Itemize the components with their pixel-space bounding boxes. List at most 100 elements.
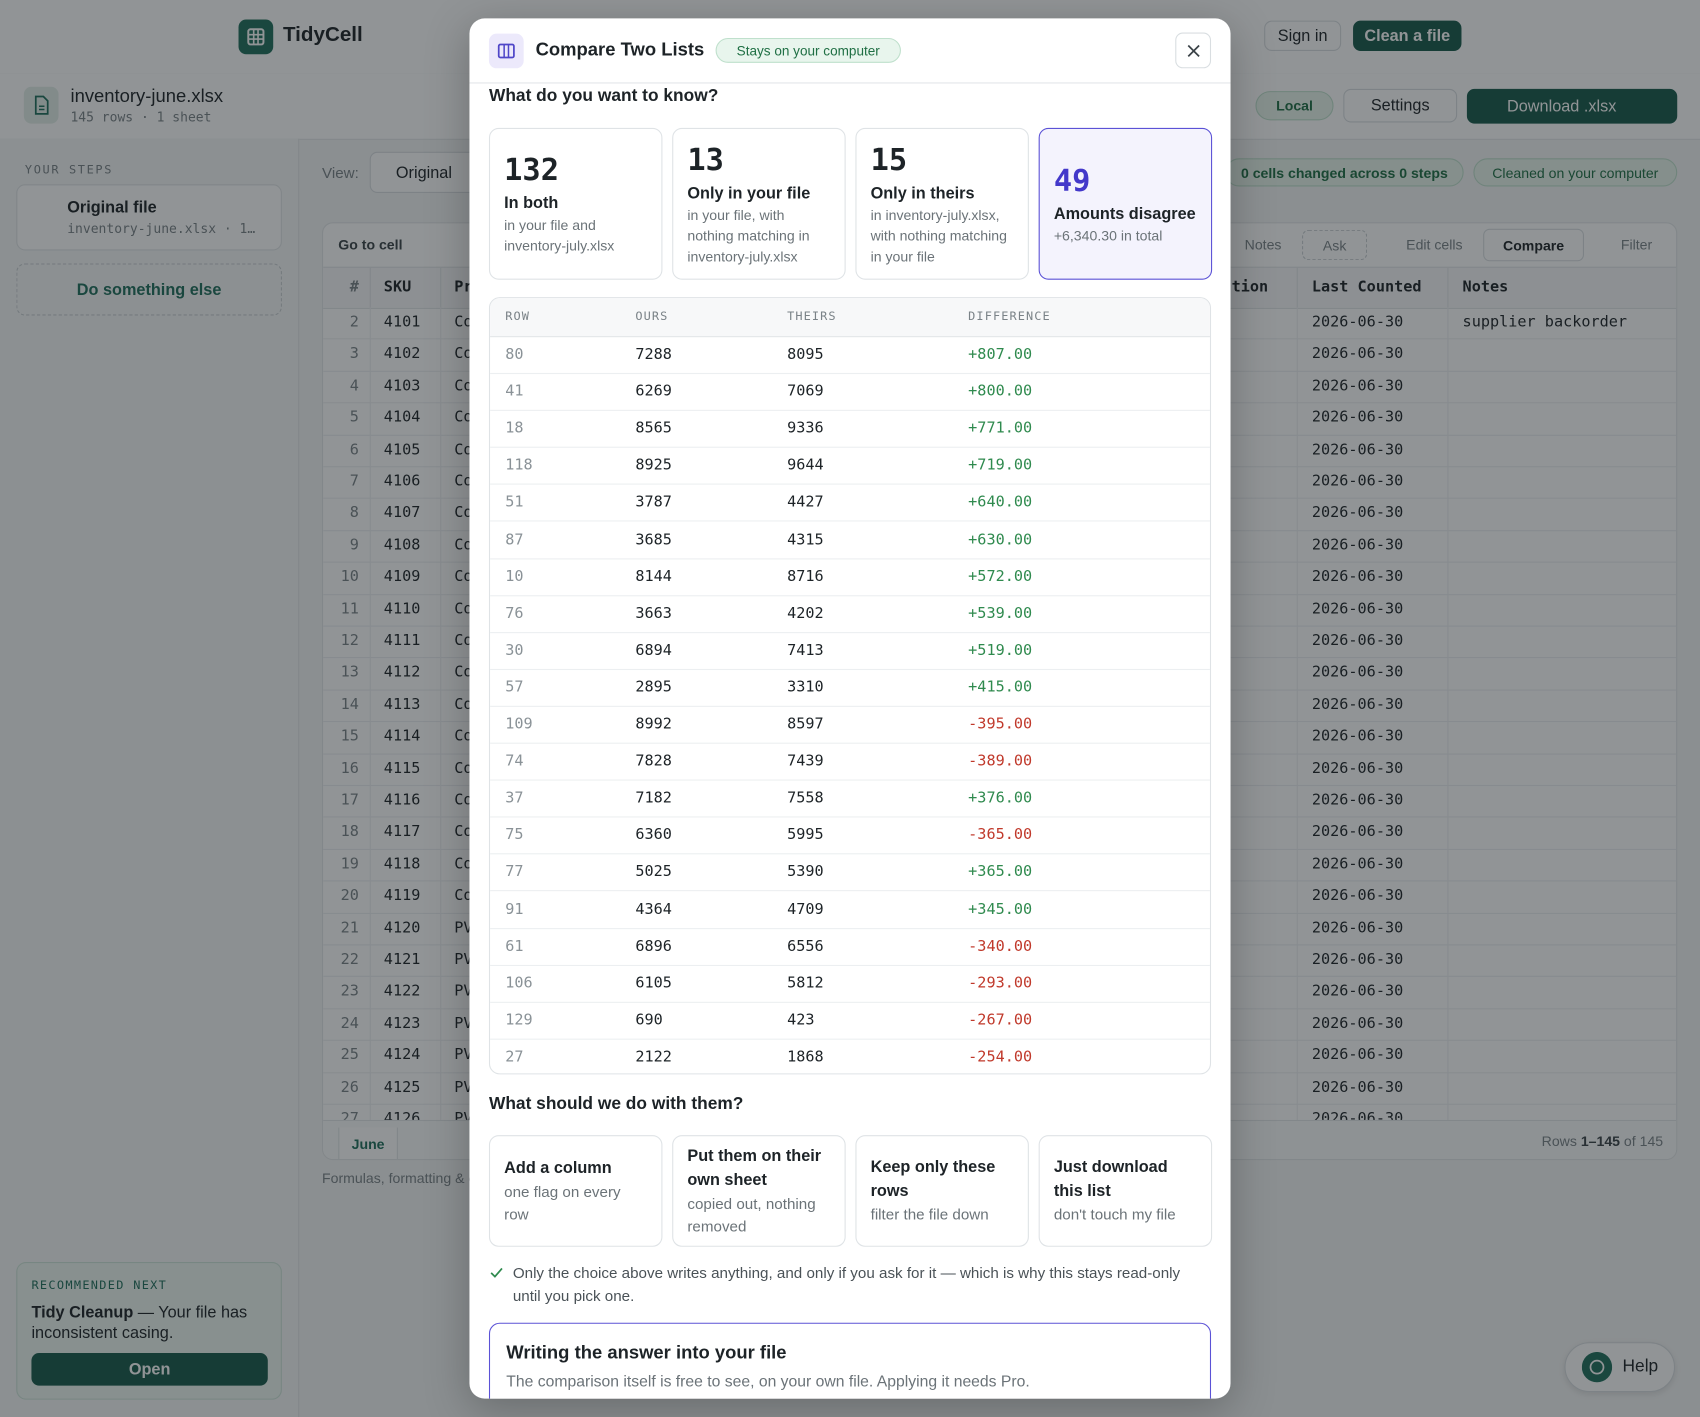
row-number: 6 xyxy=(349,440,359,459)
download-button[interactable]: Download .xlsx xyxy=(1466,88,1678,124)
ours: 3787 xyxy=(635,493,672,512)
summary-card[interactable]: 15 Only in theirs in inventory-july.xlsx, … xyxy=(855,127,1029,280)
pro-title: Writing the answer into your file xyxy=(506,1342,787,1363)
card-title: Amounts disagree xyxy=(1053,204,1196,223)
last-counted: 2026-06-30 xyxy=(1311,759,1404,777)
compare-tool[interactable]: Compare xyxy=(1483,228,1584,262)
option-card[interactable]: Add a column one flag on every row xyxy=(488,1135,663,1247)
col-divider xyxy=(440,561,442,594)
col-divider xyxy=(1447,721,1449,754)
cleaned-text: Cleaned on your computer xyxy=(1492,164,1659,181)
notes-tool[interactable]: Notes xyxy=(1244,236,1282,253)
product: PV xyxy=(454,1014,473,1032)
option-card[interactable]: Just download this list don't touch my fi… xyxy=(1038,1135,1213,1247)
recommend-text: Tidy Cleanup — Your file has inconsisten… xyxy=(31,1302,270,1343)
sidebar: YOUR STEPS Original file inventory-june.… xyxy=(0,138,300,1417)
column-header: Pr xyxy=(454,278,473,296)
difference: +519.00 xyxy=(968,641,1033,659)
option-card[interactable]: Keep only these rows filter the file down xyxy=(855,1135,1029,1247)
diff-column: THEIRS xyxy=(787,308,837,324)
col-divider xyxy=(1447,1103,1449,1120)
sign-in-button[interactable]: Sign in xyxy=(1264,20,1342,51)
row-number: 24 xyxy=(340,1014,359,1032)
option-sub: one flag on every row xyxy=(504,1182,621,1223)
close-button[interactable] xyxy=(1175,32,1212,69)
col-divider xyxy=(440,848,442,881)
diff-column: DIFFERENCE xyxy=(968,308,1051,324)
product: Co xyxy=(454,823,473,841)
difference: -254.00 xyxy=(968,1048,1033,1066)
sku: 4114 xyxy=(383,727,421,746)
theirs: 5812 xyxy=(787,974,824,992)
col-divider xyxy=(369,1039,371,1072)
pro-text: The comparison itself is free to see, on… xyxy=(506,1373,1030,1392)
diff-row: 118 8925 9644 +719.00 xyxy=(490,447,1210,486)
col-divider xyxy=(1447,1039,1449,1072)
col-divider xyxy=(1296,816,1298,849)
sheet-tab[interactable]: June xyxy=(338,1127,398,1159)
row-number: 14 xyxy=(340,695,359,714)
col-divider xyxy=(369,944,371,977)
logo-icon xyxy=(238,19,274,55)
ask-tool[interactable]: Ask xyxy=(1302,229,1368,261)
settings-button[interactable]: Settings xyxy=(1343,88,1458,123)
option-title: Add a column xyxy=(504,1158,612,1177)
step-card[interactable]: Original file inventory-june.xlsx · 1… xyxy=(16,184,282,251)
last-counted: 2026-06-30 xyxy=(1311,887,1404,905)
edit-tool[interactable]: Edit cells xyxy=(1406,236,1463,253)
summary-card[interactable]: 13 Only in your file in your file, with no… xyxy=(672,127,846,280)
option-title: Put them on their own sheet xyxy=(687,1146,822,1189)
clean-button[interactable]: Clean a file xyxy=(1353,20,1462,51)
view-original[interactable]: Original xyxy=(369,151,479,193)
col-divider xyxy=(369,498,371,530)
col-divider xyxy=(1447,753,1449,785)
col-divider xyxy=(1447,880,1449,913)
diff-column: ROW xyxy=(505,308,531,324)
difference: +630.00 xyxy=(968,530,1033,549)
diff-row: 30 6894 7413 +519.00 xyxy=(490,632,1210,670)
diff-row: 51 3787 4427 +640.00 xyxy=(490,484,1210,523)
filter-tool[interactable]: Filter xyxy=(1620,236,1653,253)
dialog-badge: Stays on your computer xyxy=(715,37,901,63)
product: Co xyxy=(454,727,473,746)
col-divider xyxy=(369,753,371,785)
diff-row: 91 4364 4709 +345.00 xyxy=(490,891,1210,929)
col-divider xyxy=(440,912,442,945)
col-divider xyxy=(1296,370,1298,403)
difference: +807.00 xyxy=(968,345,1033,364)
check-icon xyxy=(490,1267,503,1278)
ours: 8925 xyxy=(635,456,672,475)
row-number: 25 xyxy=(340,1046,359,1064)
card-number: 132 xyxy=(504,151,559,188)
difference: +640.00 xyxy=(968,493,1033,512)
row-number: 10 xyxy=(340,568,359,586)
last-counted: 2026-06-30 xyxy=(1311,536,1404,554)
sku: 4108 xyxy=(383,536,421,554)
summary-card[interactable]: 49 Amounts disagree +6,340.30 in total xyxy=(1038,127,1213,280)
col-divider xyxy=(369,306,371,339)
col-divider xyxy=(440,498,442,530)
col-divider xyxy=(440,466,442,499)
add-step[interactable]: Do something else xyxy=(16,263,282,316)
col-divider xyxy=(369,370,371,403)
sku: 4125 xyxy=(383,1078,421,1096)
col-divider xyxy=(1447,593,1449,626)
goto-cell[interactable]: Go to cell xyxy=(338,236,402,252)
sku: 4101 xyxy=(383,313,421,331)
product: Co xyxy=(454,536,473,554)
col-divider xyxy=(1296,402,1298,435)
last-counted: 2026-06-30 xyxy=(1311,727,1404,746)
close-icon xyxy=(1187,44,1200,57)
recommend-card: RECOMMENDED NEXT Tidy Cleanup — Your fil… xyxy=(16,1261,282,1400)
col-divider xyxy=(1447,267,1449,308)
open-button[interactable]: Open xyxy=(31,1353,268,1386)
difference: -267.00 xyxy=(968,1011,1033,1029)
col-divider xyxy=(369,816,371,849)
summary-card[interactable]: 132 In both in your file and inventory-jul… xyxy=(488,127,663,280)
difference: +572.00 xyxy=(968,567,1033,586)
sku: 4111 xyxy=(383,632,421,650)
option-title: Just download this list xyxy=(1053,1157,1168,1201)
option-card[interactable]: Put them on their own sheet copied out, n… xyxy=(672,1135,846,1247)
help-button[interactable]: Help xyxy=(1564,1342,1676,1393)
col-divider xyxy=(1447,976,1449,1009)
